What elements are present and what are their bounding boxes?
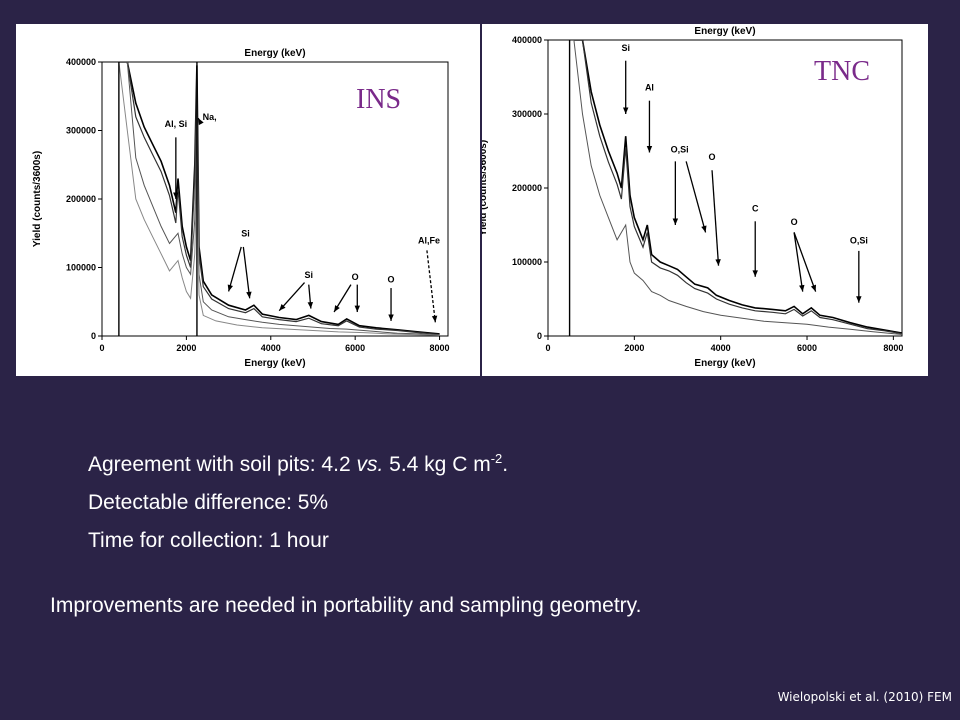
ins-arrowhead xyxy=(431,315,438,323)
tnc-annotation-arrow xyxy=(793,232,804,292)
ins-ytick-label: 400000 xyxy=(66,57,96,67)
tnc-series-line xyxy=(573,40,902,335)
ins-label: INS xyxy=(356,84,402,115)
ins-ylabel: Yield (counts/3600s) xyxy=(32,151,43,247)
results-list: Agreement with soil pits: 4.2 vs. 5.4 kg… xyxy=(88,440,508,560)
ins-xlabel: Energy (keV) xyxy=(244,358,305,369)
tnc-annotation: C xyxy=(752,204,759,214)
tnc-arrowhead xyxy=(622,107,629,114)
ins-arrowhead xyxy=(388,314,394,321)
ins-arrowhead xyxy=(198,118,204,126)
tnc-arrowhead xyxy=(810,284,817,292)
detectable-line: Detectable difference: 5% xyxy=(88,491,329,514)
ins-series-line xyxy=(118,62,440,336)
tnc-arrowhead xyxy=(715,259,721,266)
ins-arrowhead xyxy=(173,192,179,199)
tnc-ylabel: Yield (counts/3600s) xyxy=(482,140,489,236)
tnc-label: TNC xyxy=(814,56,870,87)
tnc-xtick-label: 6000 xyxy=(797,343,817,353)
tnc-annotation: O,Si xyxy=(850,236,868,246)
tnc-ytick-label: 200000 xyxy=(512,183,542,193)
ins-series-line xyxy=(118,62,440,335)
ins-xtick-label: 4000 xyxy=(261,343,281,353)
agreement-suffix: 5.4 kg C m xyxy=(383,453,491,476)
ins-annotation-arrow xyxy=(242,246,251,299)
citation: Wielopolski et al. (2010) FEM xyxy=(777,690,952,704)
tnc-series-line xyxy=(573,40,902,335)
ins-annotation: Si xyxy=(241,229,250,239)
tnc-annotation-arrow xyxy=(685,161,707,233)
tnc-ytick-label: 100000 xyxy=(512,257,542,267)
ins-ytick-label: 200000 xyxy=(66,194,96,204)
ins-xtick-label: 2000 xyxy=(176,343,196,353)
ins-arrowhead xyxy=(307,301,314,309)
tnc-ytick-label: 300000 xyxy=(512,109,542,119)
agreement-prefix: Agreement with soil pits: 4.2 xyxy=(88,453,357,476)
ins-arrowhead xyxy=(334,305,340,313)
ins-annotation-arrow xyxy=(227,246,242,292)
tnc-arrowhead xyxy=(646,146,653,153)
tnc-annotation: O,Si xyxy=(671,144,689,154)
tnc-xtick-label: 0 xyxy=(545,343,550,353)
ins-xtick-label: 6000 xyxy=(345,343,365,353)
tnc-ytick-label: 400000 xyxy=(512,35,542,45)
ins-spectrum-chart: Energy (keV) Energy (keV) Yield (counts/36… xyxy=(32,48,450,369)
ins-arrowhead xyxy=(354,305,361,313)
tnc-annotation: O xyxy=(791,217,798,227)
tnc-xlabel: Energy (keV) xyxy=(694,358,755,369)
tnc-annotation-arrow xyxy=(711,170,720,266)
ins-xtick-label: 0 xyxy=(99,343,104,353)
tnc-annotation-arrow xyxy=(793,232,817,292)
tnc-spectrum-chart: Energy (keV) Energy (keV) Yield (counts/36… xyxy=(482,26,903,369)
ins-spectrum-panel: Energy (keV) Energy (keV) Yield (counts/36… xyxy=(16,24,480,376)
tnc-arrowhead xyxy=(672,218,679,225)
tnc-annotation: O xyxy=(709,152,716,162)
ins-annotation: Na, xyxy=(203,112,217,122)
tnc-xtick-label: 8000 xyxy=(883,343,903,353)
ins-ytick-label: 0 xyxy=(91,331,96,341)
ins-ytick-label: 100000 xyxy=(66,263,96,273)
tnc-ytick-label: 0 xyxy=(537,331,542,341)
time-line: Time for collection: 1 hour xyxy=(88,529,329,552)
ins-annotation: Al, Si xyxy=(165,119,188,129)
ins-annotation: Si xyxy=(304,270,313,280)
tnc-xtick-label: 4000 xyxy=(711,343,731,353)
ins-arrowhead xyxy=(227,284,233,292)
improvements-text: Improvements are needed in portability a… xyxy=(50,594,642,617)
ins-xlabel-top: Energy (keV) xyxy=(244,48,305,59)
ins-annotation-arrow xyxy=(426,250,436,323)
ins-annotation: O xyxy=(388,275,395,285)
agreement-line: Agreement with soil pits: 4.2 vs. 5.4 kg… xyxy=(88,440,508,484)
tnc-annotation: Si xyxy=(621,43,630,53)
tnc-annotation: Al xyxy=(645,82,654,92)
ins-ytick-label: 300000 xyxy=(66,126,96,136)
tnc-arrowhead xyxy=(752,270,758,277)
agreement-end: . xyxy=(502,453,509,476)
ins-annotation: Al,Fe xyxy=(418,236,440,246)
ins-arrowhead xyxy=(279,304,286,311)
ins-arrowhead xyxy=(246,291,252,299)
tnc-series-line xyxy=(573,40,902,334)
tnc-xlabel-top: Energy (keV) xyxy=(694,26,755,37)
agreement-exponent: -2 xyxy=(490,451,503,466)
agreement-vs: vs. xyxy=(356,453,384,476)
ins-annotation: O xyxy=(352,272,359,282)
ins-xtick-label: 8000 xyxy=(430,343,450,353)
tnc-arrowhead xyxy=(799,284,805,292)
ins-series-line xyxy=(118,62,440,336)
tnc-arrowhead xyxy=(856,296,862,303)
tnc-spectrum-panel: Energy (keV) Energy (keV) Yield (counts/36… xyxy=(482,24,928,376)
tnc-xtick-label: 2000 xyxy=(624,343,644,353)
tnc-arrowhead xyxy=(701,225,707,233)
